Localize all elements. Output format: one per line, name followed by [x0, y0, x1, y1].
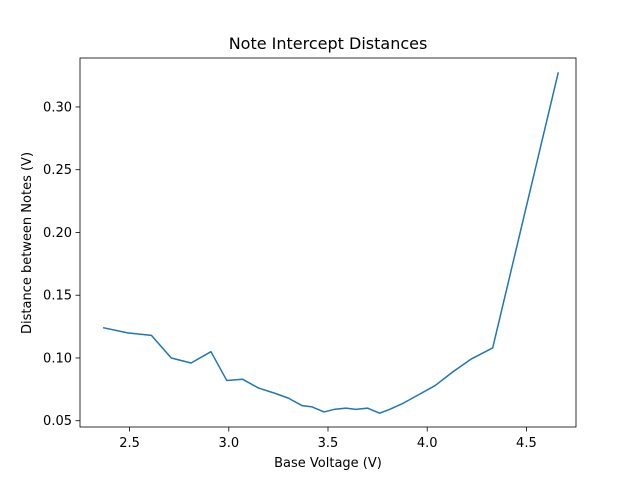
series-line-1 [102, 72, 560, 414]
x-axis-label: Base Voltage (V) [274, 456, 382, 471]
x-tick-label: 3.0 [218, 436, 239, 451]
x-tick-label: 4.0 [417, 436, 438, 451]
chart-title: Note Intercept Distances [229, 34, 428, 53]
y-tick-label: 0.15 [43, 289, 72, 304]
y-tick-label: 0.30 [43, 100, 72, 115]
plot-area: 2.5 3.0 3.5 4.0 4.5 0.05 0.10 0.15 0.20 0.25 0.30 [43, 57, 577, 451]
plot-frame [79, 57, 577, 428]
y-tick-label: 0.25 [43, 163, 72, 178]
y-tick-label: 0.20 [43, 226, 72, 241]
x-tick-label: 3.5 [318, 436, 339, 451]
x-tick-label: 4.5 [516, 436, 537, 451]
x-tick-label: 2.5 [119, 436, 140, 451]
y-tick-label: 0.10 [43, 351, 72, 366]
y-axis-label: Distance between Notes (V) [20, 152, 35, 334]
y-tick-label: 0.05 [43, 414, 72, 429]
